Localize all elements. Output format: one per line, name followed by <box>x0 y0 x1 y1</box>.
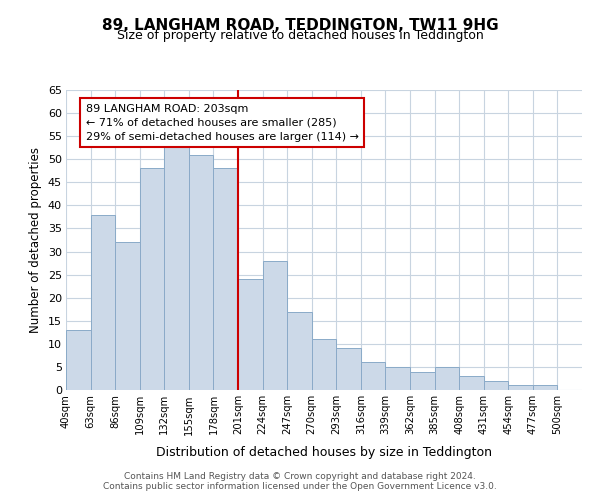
Bar <box>214 168 238 390</box>
Text: Contains public sector information licensed under the Open Government Licence v3: Contains public sector information licen… <box>103 482 497 491</box>
Bar <box>263 261 287 390</box>
Bar <box>459 376 484 390</box>
Bar <box>115 242 140 390</box>
Text: Contains HM Land Registry data © Crown copyright and database right 2024.: Contains HM Land Registry data © Crown c… <box>124 472 476 481</box>
Text: 89 LANGHAM ROAD: 203sqm
← 71% of detached houses are smaller (285)
29% of semi-d: 89 LANGHAM ROAD: 203sqm ← 71% of detache… <box>86 104 359 142</box>
Text: Size of property relative to detached houses in Teddington: Size of property relative to detached ho… <box>116 28 484 42</box>
Bar <box>91 214 115 390</box>
Bar <box>140 168 164 390</box>
Bar <box>287 312 312 390</box>
Bar <box>164 141 189 390</box>
Bar <box>385 367 410 390</box>
Text: 89, LANGHAM ROAD, TEDDINGTON, TW11 9HG: 89, LANGHAM ROAD, TEDDINGTON, TW11 9HG <box>101 18 499 32</box>
X-axis label: Distribution of detached houses by size in Teddington: Distribution of detached houses by size … <box>156 446 492 458</box>
Bar <box>361 362 385 390</box>
Bar <box>533 386 557 390</box>
Bar <box>336 348 361 390</box>
Bar <box>410 372 434 390</box>
Y-axis label: Number of detached properties: Number of detached properties <box>29 147 42 333</box>
Bar <box>189 154 214 390</box>
Bar <box>508 386 533 390</box>
Bar <box>312 339 336 390</box>
Bar <box>66 330 91 390</box>
Bar <box>484 381 508 390</box>
Bar <box>434 367 459 390</box>
Bar <box>238 279 263 390</box>
